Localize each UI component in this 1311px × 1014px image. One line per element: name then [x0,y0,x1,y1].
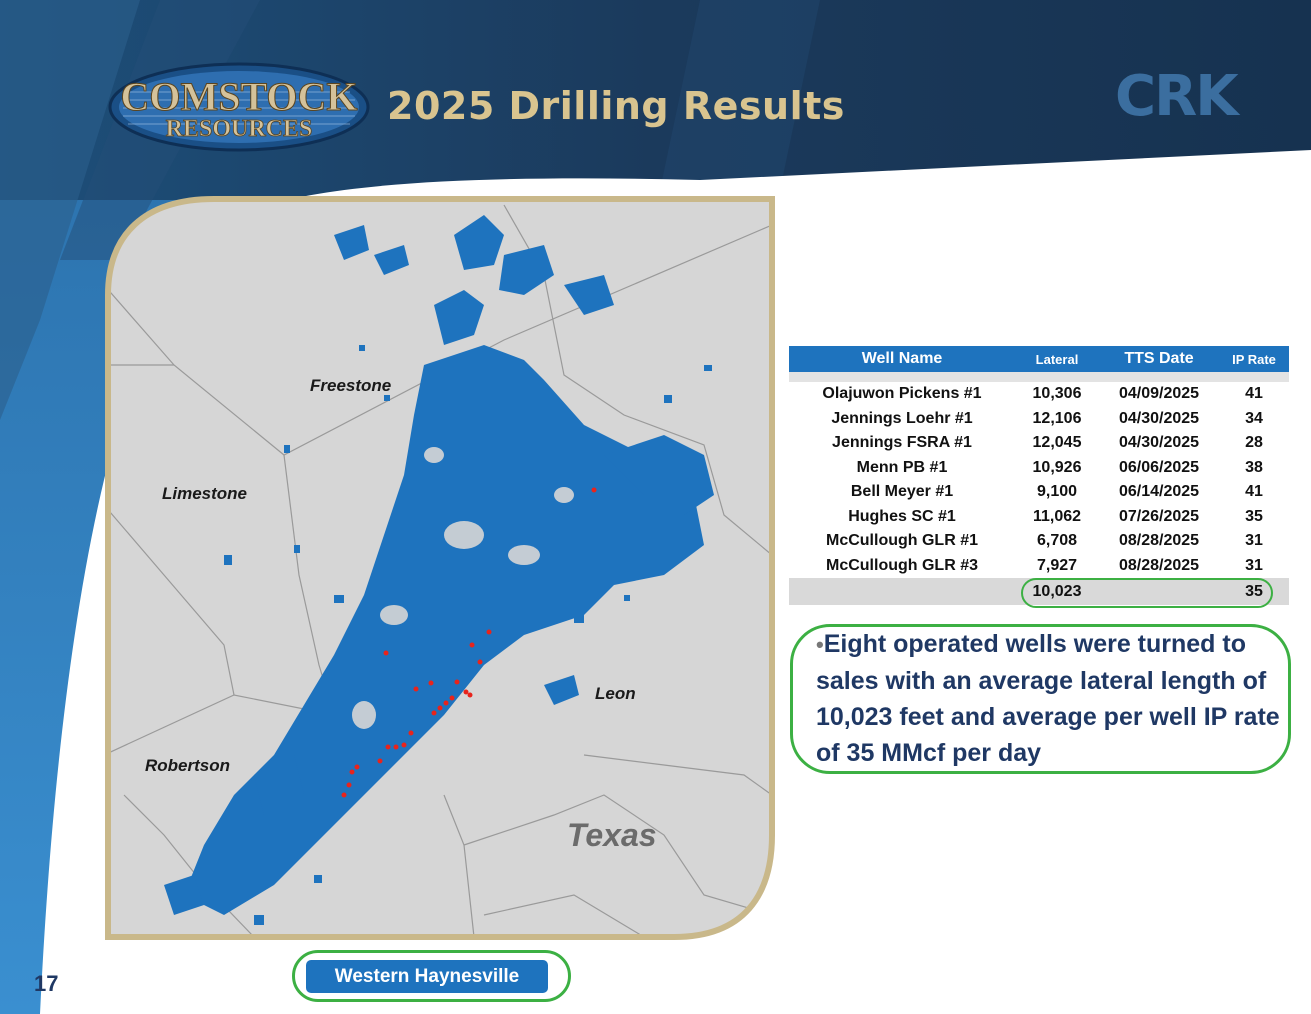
cell-well-name: Jennings FSRA #1 [832,434,972,452]
state-label-texas: Texas [567,817,657,853]
page-title: 2025 Drilling Results [387,84,845,128]
cell-ip-rate: 35 [1245,507,1263,525]
cell-tts-date: 06/14/2025 [1118,483,1200,501]
cell-tts-date: 07/26/2025 [1118,507,1200,525]
summary-bullet: •Eight operated wells were turned to sal… [816,626,1286,771]
cell-lateral: 7,927 [1036,556,1078,574]
total-empty-cell [789,578,1015,605]
cell-tts-date: 04/30/2025 [1118,409,1200,427]
col-header-ip-rate: IP Rate [1219,346,1289,372]
cell-ip-rate: 31 [1245,556,1263,574]
cell-well-name: Olajuwon Pickens #1 [822,385,982,403]
table-row: McCullough GLR #3 7,927 08/28/2025 31 [789,554,1289,579]
table-row: Menn PB #1 10,926 06/06/2025 38 [789,456,1289,481]
region-highlight-oval [292,950,571,1002]
total-lateral: 10,023 [1015,578,1099,605]
county-label-leon: Leon [595,684,636,703]
cell-tts-date: 04/09/2025 [1118,385,1200,403]
total-ip-rate: 35 [1219,578,1289,605]
table-total-row: 10,023 35 [789,578,1289,605]
county-label-freestone: Freestone [310,376,392,395]
logo-bottom-text: RESOURCES [166,116,313,142]
wells-table: Well Name Lateral TTS Date IP Rate Olaju… [789,346,1289,605]
table-row: Olajuwon Pickens #1 10,306 04/09/2025 41 [789,382,1289,407]
cell-tts-date: 08/28/2025 [1118,556,1200,574]
bullet-marker: • [816,632,824,657]
col-header-tts-date: TTS Date [1099,346,1219,372]
cell-lateral: 11,062 [1032,507,1082,525]
cell-ip-rate: 41 [1245,483,1263,501]
cell-lateral: 9,100 [1036,483,1078,501]
acreage-map [105,196,775,940]
table-row: Jennings FSRA #1 12,045 04/30/2025 28 [789,431,1289,456]
cell-ip-rate: 31 [1245,532,1263,550]
cell-well-name: Jennings Loehr #1 [831,409,973,427]
summary-text: Eight operated wells were turned to sale… [816,630,1280,767]
total-empty-cell [1099,578,1219,605]
cell-well-name: Bell Meyer #1 [850,483,954,501]
cell-ip-rate: 38 [1245,458,1263,476]
ticker-logo: CRK [1115,64,1239,129]
cell-tts-date: 04/30/2025 [1118,434,1200,452]
acreage-gaps [352,447,574,729]
map-content [108,204,772,937]
acreage-blocks [164,215,714,925]
cell-well-name: Menn PB #1 [856,458,948,476]
total-highlight-oval [1021,578,1273,608]
company-logo: COMSTOCK RESOURCES [108,62,370,152]
cell-lateral: 10,926 [1032,458,1082,476]
county-label-limestone: Limestone [162,484,248,503]
col-header-lateral: Lateral [1015,346,1099,372]
cell-well-name: Hughes SC #1 [848,507,956,525]
cell-lateral: 6,708 [1036,532,1078,550]
table-spacer [789,372,1289,382]
col-header-well-name: Well Name [789,346,1015,372]
table-header-row: Well Name Lateral TTS Date IP Rate [789,346,1289,372]
table-row: Hughes SC #1 11,062 07/26/2025 35 [789,505,1289,530]
cell-ip-rate: 41 [1245,385,1263,403]
cell-lateral: 10,306 [1032,385,1082,403]
table-row: McCullough GLR #1 6,708 08/28/2025 31 [789,529,1289,554]
page-number: 17 [34,971,59,996]
county-label-robertson: Robertson [145,756,230,775]
summary-highlight-oval [790,624,1291,774]
table-row: Jennings Loehr #1 12,106 04/30/2025 34 [789,407,1289,432]
logo-top-text: COMSTOCK [120,74,357,119]
cell-lateral: 12,045 [1032,434,1082,452]
well-markers [341,487,597,798]
cell-ip-rate: 34 [1245,409,1263,427]
table-row: Bell Meyer #1 9,100 06/14/2025 41 [789,480,1289,505]
cell-tts-date: 08/28/2025 [1118,532,1200,550]
cell-ip-rate: 28 [1245,434,1263,452]
cell-well-name: McCullough GLR #1 [826,532,978,550]
region-label-button: Western Haynesville [306,960,548,993]
cell-lateral: 12,106 [1032,409,1082,427]
cell-tts-date: 06/06/2025 [1118,458,1200,476]
cell-well-name: McCullough GLR #3 [826,556,978,574]
